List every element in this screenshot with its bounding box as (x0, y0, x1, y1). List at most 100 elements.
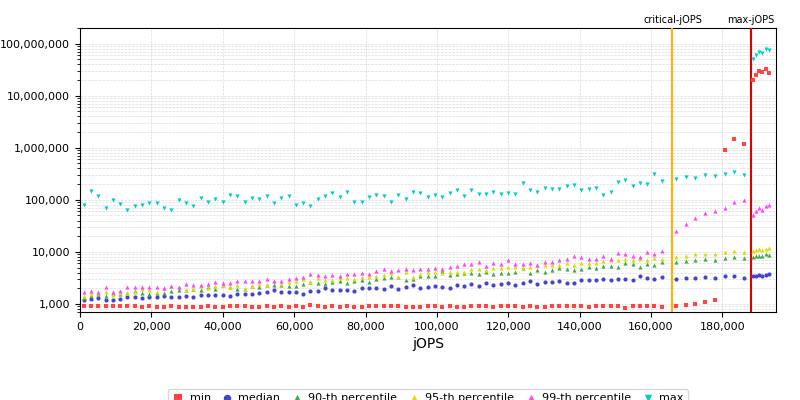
min (728, 136, 741, 142)
99-th percentile (728, 199, 741, 206)
90-th percentile (187, 286, 200, 292)
min (392, 303, 405, 310)
X-axis label: jOPS: jOPS (412, 337, 444, 351)
max (311, 196, 324, 202)
max (641, 181, 654, 187)
median (590, 277, 602, 283)
90-th percentile (750, 253, 762, 260)
median (670, 276, 682, 282)
max (487, 188, 500, 195)
max (267, 200, 280, 207)
99-th percentile (114, 288, 126, 295)
max (756, 50, 769, 57)
median (209, 292, 222, 298)
90-th percentile (406, 276, 419, 282)
median (136, 295, 149, 301)
median (399, 284, 412, 290)
99-th percentile (414, 266, 426, 272)
90-th percentile (679, 258, 692, 264)
90-th percentile (216, 282, 229, 288)
min (77, 303, 90, 309)
99-th percentile (385, 268, 398, 275)
99-th percentile (246, 278, 258, 285)
median (348, 288, 361, 294)
99-th percentile (77, 288, 90, 295)
95-th percentile (590, 260, 602, 266)
95-th percentile (238, 286, 251, 292)
max (718, 170, 731, 177)
median (216, 292, 229, 298)
95-th percentile (341, 275, 354, 281)
median (326, 287, 339, 294)
99-th percentile (311, 272, 324, 278)
99-th percentile (85, 287, 98, 294)
median (746, 273, 759, 280)
90-th percentile (318, 281, 331, 288)
median (334, 286, 346, 293)
90-th percentile (641, 261, 654, 267)
min (297, 304, 310, 310)
median (362, 285, 375, 291)
99-th percentile (165, 283, 178, 289)
max (378, 193, 390, 199)
95-th percentile (670, 254, 682, 260)
median (524, 278, 537, 284)
max (429, 192, 442, 198)
median (502, 280, 514, 286)
95-th percentile (524, 264, 537, 271)
90-th percentile (436, 268, 449, 274)
max (326, 190, 339, 196)
99-th percentile (634, 254, 646, 260)
99-th percentile (238, 278, 251, 284)
max (458, 193, 470, 199)
min (516, 303, 529, 310)
95-th percentile (746, 248, 759, 254)
90-th percentile (274, 282, 287, 288)
90-th percentile (626, 261, 639, 268)
95-th percentile (290, 278, 302, 284)
95-th percentile (150, 289, 163, 295)
min (143, 303, 156, 309)
90-th percentile (290, 283, 302, 290)
95-th percentile (304, 279, 317, 286)
median (698, 274, 711, 280)
95-th percentile (487, 264, 500, 271)
95-th percentile (473, 266, 486, 273)
min (709, 297, 722, 303)
median (494, 281, 507, 287)
90-th percentile (136, 290, 149, 296)
median (436, 284, 449, 290)
95-th percentile (626, 257, 639, 264)
95-th percentile (618, 256, 631, 262)
median (753, 272, 766, 278)
min (341, 303, 354, 310)
max (106, 197, 119, 203)
95-th percentile (121, 290, 134, 296)
min (746, 77, 759, 83)
95-th percentile (378, 272, 390, 278)
max (392, 192, 405, 199)
median (655, 274, 668, 280)
max (516, 180, 529, 187)
median (750, 272, 762, 279)
99-th percentile (641, 249, 654, 255)
90-th percentile (648, 262, 661, 268)
max (85, 188, 98, 194)
90-th percentile (341, 279, 354, 286)
95-th percentile (318, 276, 331, 283)
90-th percentile (129, 288, 142, 294)
99-th percentile (759, 203, 772, 210)
99-th percentile (99, 284, 112, 290)
median (762, 271, 775, 278)
median (172, 293, 185, 300)
max (129, 203, 142, 210)
min (553, 302, 566, 309)
99-th percentile (546, 258, 558, 265)
max (165, 206, 178, 213)
95-th percentile (223, 284, 236, 290)
median (202, 292, 214, 298)
median (567, 279, 580, 286)
median (604, 277, 617, 284)
median (194, 292, 207, 298)
max (597, 192, 610, 198)
